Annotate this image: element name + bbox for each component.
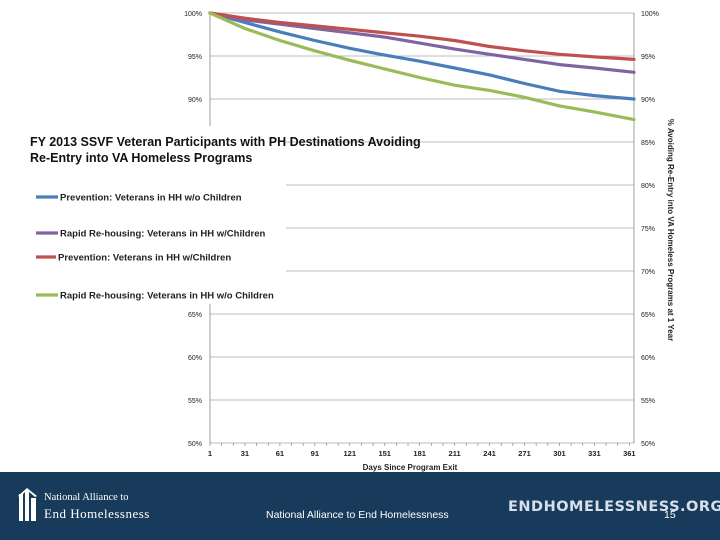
footer-bar: National Alliance to End Homelessness Na… xyxy=(0,472,720,540)
slide-number: 15 xyxy=(664,509,676,521)
x-tick-label: 241 xyxy=(483,449,496,458)
y-tick-label-left: 95% xyxy=(188,54,202,61)
y-axis-title: % Avoiding Re-Entry into VA Homeless Pro… xyxy=(666,119,675,341)
chart-title-line-1: FY 2013 SSVF Veteran Participants with P… xyxy=(30,135,421,149)
legend-label: Prevention: Veterans in HH w/Children xyxy=(58,253,231,264)
series-line xyxy=(208,11,636,101)
x-tick-label: 211 xyxy=(449,449,461,458)
y-tick-label-left: 60% xyxy=(188,355,202,362)
x-tick-label: 271 xyxy=(518,449,531,458)
x-axis-title: Days Since Program Exit xyxy=(363,463,458,472)
y-tick-label-right: 85% xyxy=(641,140,655,147)
x-tick-label: 61 xyxy=(276,449,284,458)
y-tick-label-left: 65% xyxy=(188,312,202,319)
legend-label: Rapid Re-housing: Veterans in HH w/o Chi… xyxy=(60,291,274,302)
footer-org-text: National Alliance to End Homelessness xyxy=(266,509,449,521)
series-line xyxy=(208,11,636,74)
y-tick-label-left: 55% xyxy=(188,398,202,405)
y-tick-label-left: 50% xyxy=(188,441,202,448)
x-tick-label: 31 xyxy=(241,449,249,458)
y-tick-label-right: 95% xyxy=(641,54,655,61)
x-tick-label: 151 xyxy=(378,449,391,458)
chart-title-line-2: Re-Entry into VA Homeless Programs xyxy=(30,151,252,165)
y-tick-label-right: 70% xyxy=(641,269,655,276)
x-tick-label: 121 xyxy=(344,449,357,458)
x-tick-label: 331 xyxy=(588,449,601,458)
legend-label: Rapid Re-housing: Veterans in HH w/Child… xyxy=(60,229,266,240)
org-name-line-1: National Alliance to xyxy=(44,492,129,503)
y-tick-label-right: 100% xyxy=(641,11,659,18)
y-tick-label-right: 80% xyxy=(641,183,655,190)
house-logo-icon xyxy=(18,488,37,521)
series-line xyxy=(208,11,636,62)
y-tick-label-left: 100% xyxy=(184,11,202,18)
y-tick-label-right: 65% xyxy=(641,312,655,319)
title-legend-backdrop xyxy=(22,126,286,304)
series-line xyxy=(208,11,636,122)
y-tick-label-right: 55% xyxy=(641,398,655,405)
y-tick-label-right: 60% xyxy=(641,355,655,362)
gridlines xyxy=(210,12,634,444)
footer-website[interactable]: ENDHOMELESSNESS.ORG xyxy=(508,499,720,515)
x-tick-label: 91 xyxy=(311,449,319,458)
x-tick-label: 301 xyxy=(553,449,566,458)
x-tick-label: 1 xyxy=(208,449,212,458)
legend: Prevention: Veterans in HH w/o Children R… xyxy=(36,193,274,302)
re-entry-line-chart: 100% 100% 95% 95% 90% 90% 85% 80% 75% 70% 65% 65% 60… xyxy=(22,11,675,472)
y-tick-label-right: 90% xyxy=(641,97,655,104)
y-tick-label-left: 90% xyxy=(188,97,202,104)
series-lines xyxy=(208,11,636,122)
x-tick-label: 361 xyxy=(623,449,636,458)
y-tick-label-right: 75% xyxy=(641,226,655,233)
x-tick-label: 181 xyxy=(413,449,426,458)
axes: 100% 100% 95% 95% 90% 90% 85% 80% 75% 70% 65% 65% 60… xyxy=(184,11,659,458)
legend-label: Prevention: Veterans in HH w/o Children xyxy=(60,193,242,204)
y-tick-label-right: 50% xyxy=(641,441,655,448)
org-name-line-2: End Homelessness xyxy=(44,506,150,521)
